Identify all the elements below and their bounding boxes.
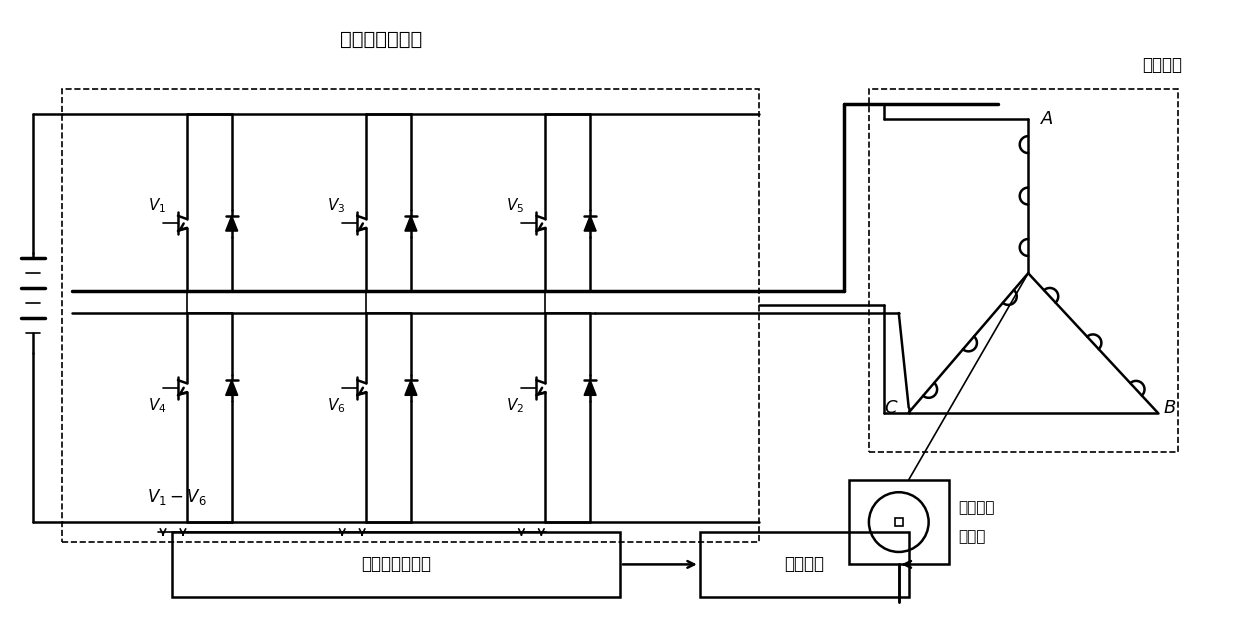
Text: $C$: $C$ <box>884 399 899 417</box>
Bar <box>895 518 903 526</box>
Polygon shape <box>226 380 238 396</box>
Polygon shape <box>405 380 417 396</box>
Bar <box>869 89 1178 453</box>
Text: 转子位置: 转子位置 <box>959 499 994 515</box>
Text: $V_2$: $V_2$ <box>506 396 525 415</box>
Bar <box>699 532 909 597</box>
Text: $B$: $B$ <box>1163 399 1176 417</box>
Bar <box>172 532 620 597</box>
Text: 控制电路: 控制电路 <box>784 555 825 573</box>
Polygon shape <box>584 380 596 396</box>
Text: $V_4$: $V_4$ <box>148 396 166 415</box>
Text: $V_1$: $V_1$ <box>148 196 166 215</box>
Text: $V_1 - V_6$: $V_1 - V_6$ <box>148 487 207 507</box>
Text: $V_5$: $V_5$ <box>506 196 525 215</box>
Text: $V_3$: $V_3$ <box>327 196 346 215</box>
Polygon shape <box>226 216 238 231</box>
Text: 主功率逆变电路: 主功率逆变电路 <box>340 30 422 49</box>
Bar <box>62 89 759 542</box>
Polygon shape <box>405 216 417 231</box>
Text: 隔离与驱动电路: 隔离与驱动电路 <box>361 555 432 573</box>
Polygon shape <box>584 216 596 231</box>
Text: 电机本体: 电机本体 <box>1142 56 1183 74</box>
Text: 传感器: 传感器 <box>959 530 986 544</box>
Text: $A$: $A$ <box>1040 110 1054 128</box>
Bar <box>849 480 949 565</box>
Text: $V_6$: $V_6$ <box>327 396 346 415</box>
